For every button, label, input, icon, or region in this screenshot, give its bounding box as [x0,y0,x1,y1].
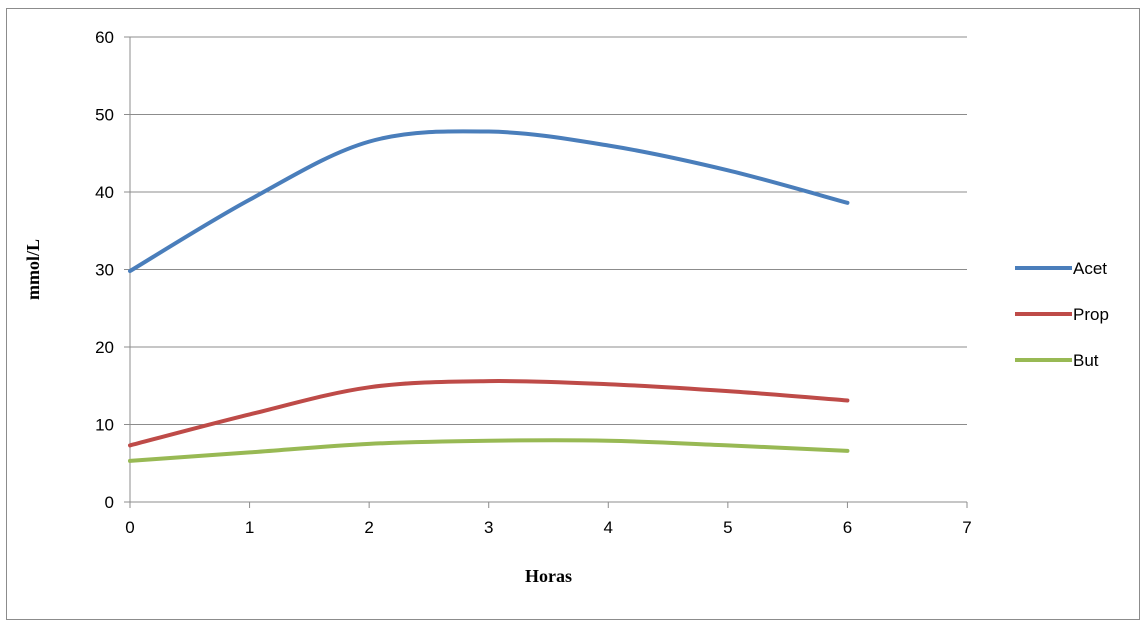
series-line-acet [128,129,850,274]
x-axis-title: Horas [525,566,572,586]
series-line-but [128,438,850,463]
x-tick-label: 3 [484,518,493,537]
y-axis-title: mmol/L [23,239,43,300]
y-tick-label: 30 [95,261,114,280]
x-tick-label: 6 [843,518,852,537]
y-tick-label: 60 [95,28,114,47]
y-tick-label: 50 [95,106,114,125]
chart-frame [6,8,1140,620]
x-tick-label: 1 [245,518,254,537]
gridlines [130,36,967,425]
y-tick-labels: 0 10 20 30 40 50 60 [95,28,114,512]
legend-label-but: But [1073,351,1099,370]
x-tick-label: 2 [364,518,373,537]
y-tick-label: 40 [95,183,114,202]
legend-label-prop: Prop [1073,305,1109,324]
x-tick-label: 0 [125,518,134,537]
x-tick-label: 4 [604,518,613,537]
series-line-prop [128,379,850,448]
x-tick-label: 7 [962,518,971,537]
legend-label-acet: Acet [1073,259,1107,278]
y-tick-label: 10 [95,416,114,435]
y-tick-label: 20 [95,338,114,357]
x-tick-labels: 0 1 2 3 4 5 6 7 [125,518,971,537]
axes [124,36,968,508]
y-tick-label: 0 [105,493,114,512]
x-tick-label: 5 [723,518,732,537]
legend: Acet Prop But [1015,259,1109,370]
series-lines [128,129,850,463]
